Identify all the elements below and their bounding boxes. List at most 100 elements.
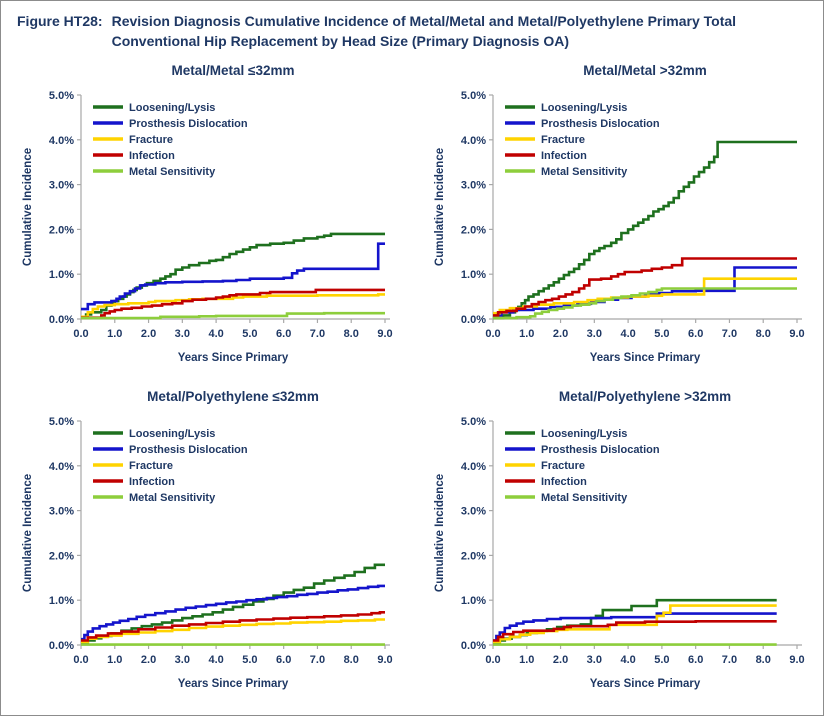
legend-label: Fracture bbox=[541, 134, 585, 146]
chart-panel-metal-poly-gt32: Metal/Polyethylene >32mm 0.0% 1.0% 2.0% 3.0%… bbox=[413, 381, 823, 707]
x-tick-label: 3.0 bbox=[175, 654, 190, 666]
x-tick-label: 2.0 bbox=[553, 328, 568, 340]
x-tick-label: 9.0 bbox=[789, 328, 804, 340]
legend-item-infection: Infection bbox=[93, 150, 175, 162]
y-tick-label: 1.0% bbox=[49, 595, 74, 607]
series-line-loosening-lysis bbox=[493, 140, 797, 320]
legend-item-prosthesis-dislocation: Prosthesis Dislocation bbox=[505, 118, 660, 130]
x-tick-label: 1.0 bbox=[107, 654, 122, 666]
legend-label: Infection bbox=[541, 476, 587, 488]
legend-label: Fracture bbox=[541, 460, 585, 472]
y-axis-title: Cumulative Incidence bbox=[22, 474, 34, 592]
x-tick-label: 6.0 bbox=[688, 328, 703, 340]
x-tick-label: 4.0 bbox=[620, 654, 635, 666]
x-tick-label: 4.0 bbox=[208, 654, 223, 666]
x-tick-label: 8.0 bbox=[344, 328, 359, 340]
x-tick-label: 0.0 bbox=[485, 654, 500, 666]
x-tick-label: 9.0 bbox=[789, 654, 804, 666]
legend-label: Prosthesis Dislocation bbox=[541, 444, 660, 456]
panel-title: Metal/Metal ≤32mm bbox=[172, 63, 295, 78]
legend-label: Infection bbox=[129, 476, 175, 488]
x-tick-label: 6.0 bbox=[688, 654, 703, 666]
y-tick-label: 0.0% bbox=[461, 314, 486, 326]
legend-label: Loosening/Lysis bbox=[541, 102, 627, 114]
y-tick-label: 1.0% bbox=[461, 269, 486, 281]
legend-label: Loosening/Lysis bbox=[129, 428, 215, 440]
series-line-prosthesis-dislocation bbox=[493, 612, 777, 642]
legend-item-prosthesis-dislocation: Prosthesis Dislocation bbox=[93, 118, 248, 130]
legend-item-fracture: Fracture bbox=[505, 134, 585, 146]
legend-label: Loosening/Lysis bbox=[541, 428, 627, 440]
series-line-fracture bbox=[81, 293, 385, 319]
x-tick-label: 3.0 bbox=[587, 328, 602, 340]
chart-panel-metal-metal-le32: Metal/Metal ≤32mm 0.0% 1.0% 2.0% 3.0% 4.0% 5.0… bbox=[1, 55, 411, 381]
legend-item-fracture: Fracture bbox=[505, 460, 585, 472]
chart-svg: Metal/Metal ≤32mm 0.0% 1.0% 2.0% 3.0% 4.0% 5.0… bbox=[22, 63, 393, 364]
legend-item-infection: Infection bbox=[93, 476, 175, 488]
x-tick-label: 8.0 bbox=[756, 328, 771, 340]
legend-label: Fracture bbox=[129, 134, 173, 146]
legend-item-metal-sensitivity: Metal Sensitivity bbox=[505, 492, 628, 504]
series-line-metal-sensitivity bbox=[81, 312, 385, 320]
legend-label: Infection bbox=[541, 150, 587, 162]
y-tick-label: 4.0% bbox=[49, 461, 74, 473]
y-axis-title: Cumulative Incidence bbox=[22, 148, 34, 266]
legend-item-loosening-lysis: Loosening/Lysis bbox=[93, 102, 215, 114]
legend-label: Metal Sensitivity bbox=[129, 492, 216, 504]
legend-item-loosening-lysis: Loosening/Lysis bbox=[505, 428, 627, 440]
legend-item-loosening-lysis: Loosening/Lysis bbox=[505, 102, 627, 114]
x-tick-label: 0.0 bbox=[485, 328, 500, 340]
x-tick-label: 5.0 bbox=[654, 328, 669, 340]
figure-title-text: Revision Diagnosis Cumulative Incidence … bbox=[112, 12, 736, 51]
y-tick-label: 4.0% bbox=[49, 135, 74, 147]
x-tick-label: 5.0 bbox=[242, 654, 257, 666]
figure-title-line-1: Revision Diagnosis Cumulative Incidence … bbox=[111, 13, 737, 29]
x-tick-label: 4.0 bbox=[208, 328, 223, 340]
legend-item-fracture: Fracture bbox=[93, 460, 173, 472]
y-tick-label: 1.0% bbox=[461, 595, 486, 607]
x-tick-label: 2.0 bbox=[141, 654, 156, 666]
legend-item-infection: Infection bbox=[505, 476, 587, 488]
y-tick-label: 5.0% bbox=[49, 90, 74, 102]
legend-label: Infection bbox=[129, 150, 175, 162]
series-line-infection bbox=[493, 620, 777, 642]
figure-title-line-2: Conventional Hip Replacement by Head Siz… bbox=[111, 32, 570, 49]
y-tick-label: 4.0% bbox=[461, 461, 486, 473]
y-tick-label: 2.0% bbox=[49, 551, 74, 563]
legend-item-loosening-lysis: Loosening/Lysis bbox=[93, 428, 215, 440]
x-axis-title: Years Since Primary bbox=[590, 352, 701, 364]
x-tick-label: 4.0 bbox=[620, 328, 635, 340]
legend-label: Metal Sensitivity bbox=[541, 492, 628, 504]
chart-panel-metal-metal-gt32: Metal/Metal >32mm 0.0% 1.0% 2.0% 3.0% 4.0% 5.0… bbox=[413, 55, 823, 381]
y-tick-label: 2.0% bbox=[461, 225, 486, 237]
y-tick-label: 2.0% bbox=[461, 551, 486, 563]
x-tick-label: 3.0 bbox=[587, 654, 602, 666]
legend-label: Metal Sensitivity bbox=[129, 166, 216, 178]
x-tick-label: 6.0 bbox=[276, 328, 291, 340]
series-line-metal-sensitivity bbox=[493, 287, 797, 320]
series-line-infection bbox=[81, 288, 385, 320]
series-line-infection bbox=[81, 611, 385, 642]
charts-grid: Metal/Metal ≤32mm 0.0% 1.0% 2.0% 3.0% 4.0% 5.0… bbox=[1, 55, 823, 707]
x-tick-label: 7.0 bbox=[722, 328, 737, 340]
legend-item-fracture: Fracture bbox=[93, 134, 173, 146]
chart-svg: Metal/Metal >32mm 0.0% 1.0% 2.0% 3.0% 4.0% 5.0… bbox=[434, 63, 805, 364]
y-tick-label: 5.0% bbox=[461, 90, 486, 102]
series-line-prosthesis-dislocation bbox=[81, 584, 385, 641]
series-line-prosthesis-dislocation bbox=[81, 242, 385, 311]
y-tick-label: 0.0% bbox=[461, 640, 486, 652]
y-tick-label: 3.0% bbox=[49, 180, 74, 192]
legend-item-infection: Infection bbox=[505, 150, 587, 162]
legend-label: Prosthesis Dislocation bbox=[129, 118, 248, 130]
y-tick-label: 5.0% bbox=[49, 416, 74, 428]
legend-label: Prosthesis Dislocation bbox=[129, 444, 248, 456]
legend-label: Loosening/Lysis bbox=[129, 102, 215, 114]
x-tick-label: 7.0 bbox=[310, 654, 325, 666]
y-tick-label: 0.0% bbox=[49, 314, 74, 326]
chart-panel-metal-poly-le32: Metal/Polyethylene ≤32mm 0.0% 1.0% 2.0% 3.0%… bbox=[1, 381, 411, 707]
legend-item-metal-sensitivity: Metal Sensitivity bbox=[93, 166, 216, 178]
y-tick-label: 3.0% bbox=[49, 506, 74, 518]
y-tick-label: 3.0% bbox=[461, 506, 486, 518]
y-axis-title: Cumulative Incidence bbox=[434, 148, 446, 266]
